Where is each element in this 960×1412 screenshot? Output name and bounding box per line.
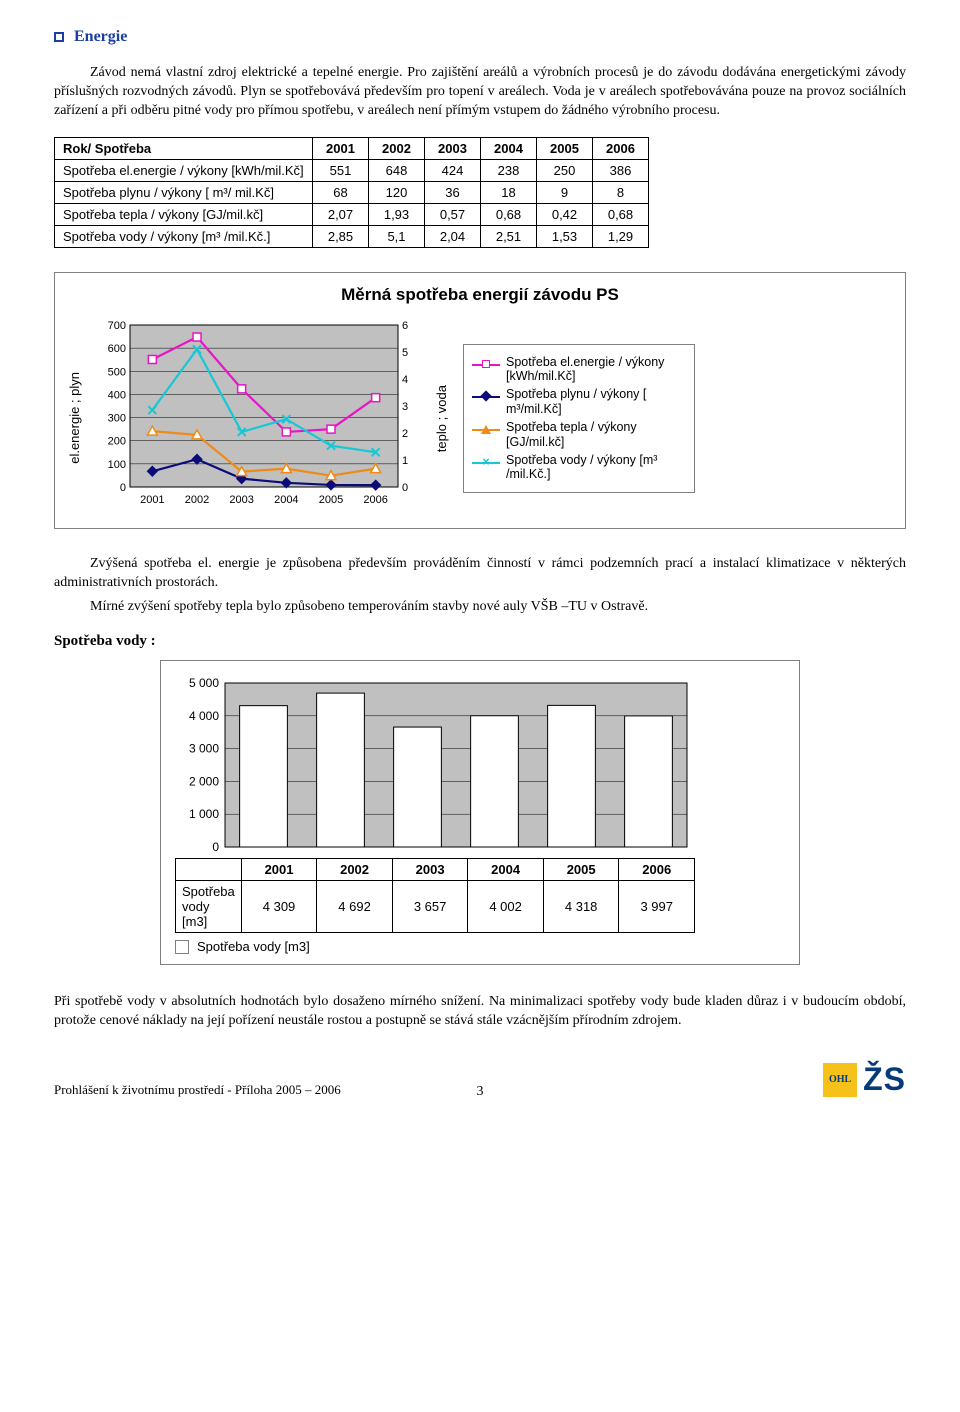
logo-ohl-icon: OHL bbox=[823, 1063, 857, 1097]
svg-text:700: 700 bbox=[108, 320, 126, 332]
svg-text:600: 600 bbox=[108, 343, 126, 355]
svg-text:0: 0 bbox=[402, 482, 408, 494]
chart1-ylabel-right: teplo ; voda bbox=[434, 385, 449, 452]
para4: Při spotřebě vody v absolutních hodnotác… bbox=[54, 993, 906, 1031]
legend-item: Spotřeba el.energie / výkony [kWh/mil.Kč… bbox=[472, 355, 686, 384]
chart1-title: Měrná spotřeba energií závodu PS bbox=[67, 285, 893, 305]
svg-text:2003: 2003 bbox=[229, 494, 253, 506]
chart1-ylabel-left: el.energie ; plyn bbox=[67, 372, 82, 464]
logo-zs: ŽS bbox=[863, 1061, 906, 1098]
svg-text:0: 0 bbox=[120, 482, 126, 494]
para3: Mírné zvýšení spotřeby tepla bylo způsob… bbox=[54, 598, 906, 617]
chart2-legend-label: Spotřeba vody [m3] bbox=[197, 939, 310, 954]
section-heading: Energie bbox=[74, 28, 127, 46]
legend-item: Spotřeba plynu / výkony [ m³/mil.Kč] bbox=[472, 387, 686, 416]
svg-text:3 000: 3 000 bbox=[189, 742, 219, 756]
svg-text:5 000: 5 000 bbox=[189, 676, 219, 690]
svg-text:1 000: 1 000 bbox=[189, 808, 219, 822]
water-table: 200120022003200420052006Spotřeba vody [m… bbox=[175, 858, 695, 933]
intro-paragraph: Závod nemá vlastní zdroj elektrické a te… bbox=[54, 64, 906, 121]
sub-heading: Spotřeba vody : bbox=[54, 633, 906, 650]
svg-text:2006: 2006 bbox=[363, 494, 387, 506]
svg-text:2004: 2004 bbox=[274, 494, 298, 506]
svg-text:2001: 2001 bbox=[140, 494, 164, 506]
svg-text:2 000: 2 000 bbox=[189, 775, 219, 789]
svg-text:1: 1 bbox=[402, 455, 408, 467]
svg-text:200: 200 bbox=[108, 435, 126, 447]
chart2-box: 0 1 000 2 000 3 000 4 000 5 000 2001200220032… bbox=[160, 660, 800, 965]
chart1-svg: 0 100 200 300 400 500 600 700 0 1 2 3 4 5 6 2001 2002 200… bbox=[88, 317, 428, 517]
svg-text:4 000: 4 000 bbox=[189, 709, 219, 723]
svg-text:0: 0 bbox=[212, 840, 219, 854]
svg-text:6: 6 bbox=[402, 320, 408, 332]
svg-text:4: 4 bbox=[402, 374, 408, 386]
legend-item: × Spotřeba vody / výkony [m³ /mil.Kč.] bbox=[472, 453, 686, 482]
svg-text:400: 400 bbox=[108, 389, 126, 401]
energy-table: Rok/ Spotřeba200120022003200420052006Spo… bbox=[54, 137, 649, 248]
svg-text:500: 500 bbox=[108, 366, 126, 378]
bullet-icon bbox=[54, 32, 64, 42]
svg-text:5: 5 bbox=[402, 347, 408, 359]
chart1-box: Měrná spotřeba energií závodu PS el.ener… bbox=[54, 272, 906, 529]
svg-text:2005: 2005 bbox=[319, 494, 343, 506]
svg-text:2002: 2002 bbox=[185, 494, 209, 506]
footer-left: Prohlášení k životnímu prostředí - Přílo… bbox=[54, 1082, 341, 1098]
legend-item: Spotřeba tepla / výkony [GJ/mil.kč] bbox=[472, 420, 686, 449]
svg-text:100: 100 bbox=[108, 459, 126, 471]
svg-text:3: 3 bbox=[402, 401, 408, 413]
intro-text: Závod nemá vlastní zdroj elektrické a te… bbox=[54, 65, 906, 118]
legend-swatch-icon bbox=[175, 940, 189, 954]
chart1-legend: Spotřeba el.energie / výkony [kWh/mil.Kč… bbox=[463, 344, 695, 493]
chart2-svg: 0 1 000 2 000 3 000 4 000 5 000 bbox=[175, 675, 695, 855]
svg-text:300: 300 bbox=[108, 412, 126, 424]
chart2-legend: Spotřeba vody [m3] bbox=[175, 939, 785, 954]
para2: Zvýšená spotřeba el. energie je způsoben… bbox=[54, 555, 906, 593]
svg-text:2: 2 bbox=[402, 428, 408, 440]
logo: OHL ŽS bbox=[823, 1061, 906, 1098]
